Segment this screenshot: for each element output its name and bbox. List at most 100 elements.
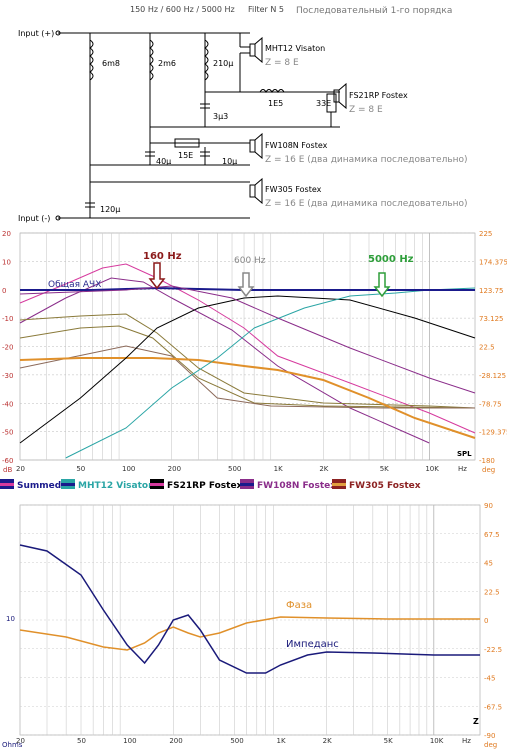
- spl-right-tick: 22.5: [479, 344, 495, 352]
- component-c1: 3µ3: [213, 112, 228, 121]
- imp-x-tick: 200: [169, 737, 182, 745]
- component-r2: 15E: [178, 151, 193, 160]
- driver-fs21rp-name: FS21RP Fostex: [349, 91, 408, 100]
- spl-x-tick: Hz: [458, 465, 467, 473]
- spl-right-tick: 225: [479, 230, 492, 238]
- legend-label-fw108n: FW108N Fostex: [257, 481, 336, 491]
- summed-curve: [20, 286, 475, 291]
- imp-left-tick: 10: [6, 615, 15, 623]
- imp-right-tick: 67.5: [484, 531, 500, 539]
- legend: Summed MHT12 Visaton FS21RP Fostex FW108…: [0, 475, 507, 495]
- imp-x-tick: 10K: [430, 737, 444, 745]
- spl-x-tick: 5K: [380, 465, 389, 473]
- phase-curve: [19, 616, 480, 651]
- marker-160-arrow: [148, 262, 166, 290]
- marker-600-label: 600 Hz: [234, 256, 266, 266]
- spl-right-tick: -129.375: [479, 429, 507, 437]
- legend-item-fs21rp: FS21RP Fostex: [150, 479, 243, 491]
- spl-right-tick: -180: [479, 457, 495, 465]
- component-c3: 10µ: [222, 157, 237, 166]
- spl-x-tick: 2K: [319, 465, 328, 473]
- summed-phase-curve: [19, 357, 476, 439]
- legend-item-fw108n: FW108N Fostex: [240, 479, 336, 491]
- spl-x-tick: 100: [122, 465, 135, 473]
- phase-label: Фаза: [286, 600, 312, 611]
- spl-x-tick: 10K: [425, 465, 439, 473]
- spl-x-tick: 200: [168, 465, 181, 473]
- spl-left-tick: -30: [2, 372, 13, 380]
- imp-corner-label: Z: [473, 717, 479, 726]
- header-filter: Filter N 5: [248, 5, 284, 14]
- spl-x-tick: 500: [228, 465, 241, 473]
- imp-x-tick: 2K: [323, 737, 332, 745]
- imp-x-tick: 500: [230, 737, 243, 745]
- imp-right-tick: -90: [484, 732, 495, 740]
- driver-mht12-name: MHT12 Visaton: [265, 44, 325, 53]
- component-l2: 2m6: [158, 59, 176, 68]
- spl-left-tick: -20: [2, 344, 13, 352]
- marker-5000-arrow: [373, 272, 391, 298]
- spl-right-tick: 174.375: [479, 258, 507, 266]
- imp-right-tick: 0: [484, 617, 488, 625]
- spl-left-tick: -60: [2, 457, 13, 465]
- header-type: Последовательный 1-го порядка: [296, 6, 452, 16]
- marker-600-arrow: [237, 272, 255, 298]
- spl-left-tick: -50: [2, 429, 13, 437]
- imp-x-tick: Hz: [462, 737, 471, 745]
- spl-corner-right: deg: [482, 466, 495, 474]
- imp-x-tick: 100: [123, 737, 136, 745]
- driver-fw305-name: FW305 Fostex: [265, 185, 322, 194]
- imp-right-tick: 22.5: [484, 588, 500, 596]
- imp-x-tick: 5K: [384, 737, 393, 745]
- marker-5000-label: 5000 Hz: [368, 254, 414, 265]
- mht12-curve: [65, 287, 476, 459]
- input-plus-label: Input (+): [18, 29, 54, 38]
- driver-fw108n-z: Z = 16 E (два динамика последовательно): [265, 155, 468, 165]
- driver-fw305-z: Z = 16 E (два динамика последовательно): [265, 199, 468, 209]
- legend-item-mht12: MHT12 Visaton: [61, 479, 155, 491]
- driver-mht12-z: Z = 8 E: [265, 58, 299, 68]
- spl-left-tick: 10: [2, 258, 11, 266]
- fw305-curve-1: [19, 313, 476, 409]
- component-c4: 120µ: [100, 205, 120, 214]
- fs21rp-curve: [19, 295, 476, 444]
- marker-160-label: 160 Hz: [143, 251, 182, 262]
- spl-left-tick: 20: [2, 230, 11, 238]
- imp-right-tick: 90: [484, 502, 493, 510]
- driver-fw108n-name: FW108N Fostex: [265, 141, 328, 150]
- component-r1: 33E: [316, 99, 331, 108]
- spl-right-tick: 123.75: [479, 287, 504, 295]
- spl-corner-left: dB: [3, 466, 12, 474]
- fw108n-curve-2: [19, 285, 476, 394]
- spl-summary-label: Общая АЧХ: [48, 280, 101, 290]
- imp-x-tick: 20: [16, 737, 25, 745]
- imp-corner-right: deg: [484, 741, 497, 749]
- legend-label-fs21rp: FS21RP Fostex: [167, 481, 243, 491]
- component-l1: 6m8: [102, 59, 120, 68]
- impedance-curve: [19, 544, 480, 674]
- imp-right-tick: 45: [484, 560, 493, 568]
- spl-left-tick: -10: [2, 315, 13, 323]
- component-l3: 210µ: [213, 59, 233, 68]
- legend-label-fw305: FW305 Fostex: [349, 481, 421, 491]
- spl-right-tick: -78.75: [479, 400, 502, 408]
- spl-corner-label: SPL: [457, 450, 472, 458]
- impedance-chart: 90 67.5 45 22.5 0 -22.5 -45 -67.5 -90 10 20 50 100 20…: [0, 495, 507, 750]
- imp-right-tick: -67.5: [484, 703, 502, 711]
- spl-right-tick: 73.125: [479, 315, 504, 323]
- spl-chart: 20100-10-20-30-40-50-60225174.375123.757…: [0, 228, 507, 475]
- legend-item-summed: Summed: [0, 479, 61, 491]
- impedance-label: Импеданс: [286, 639, 339, 650]
- spl-x-tick: 50: [76, 465, 85, 473]
- component-c2: 40µ: [156, 157, 171, 166]
- input-minus-label: Input (-): [18, 214, 50, 223]
- imp-x-tick: 50: [77, 737, 86, 745]
- driver-fs21rp-z: Z = 8 E: [349, 105, 383, 115]
- imp-right-tick: -45: [484, 675, 495, 683]
- header-freqs: 150 Hz / 600 Hz / 5000 Hz: [130, 5, 235, 14]
- imp-x-tick: 1K: [277, 737, 286, 745]
- spl-right-tick: -28.125: [479, 372, 506, 380]
- crossover-schematic: 150 Hz / 600 Hz / 5000 Hz Filter N 5 Пос…: [18, 5, 468, 223]
- spl-left-tick: -40: [2, 400, 13, 408]
- spl-left-tick: 0: [2, 287, 6, 295]
